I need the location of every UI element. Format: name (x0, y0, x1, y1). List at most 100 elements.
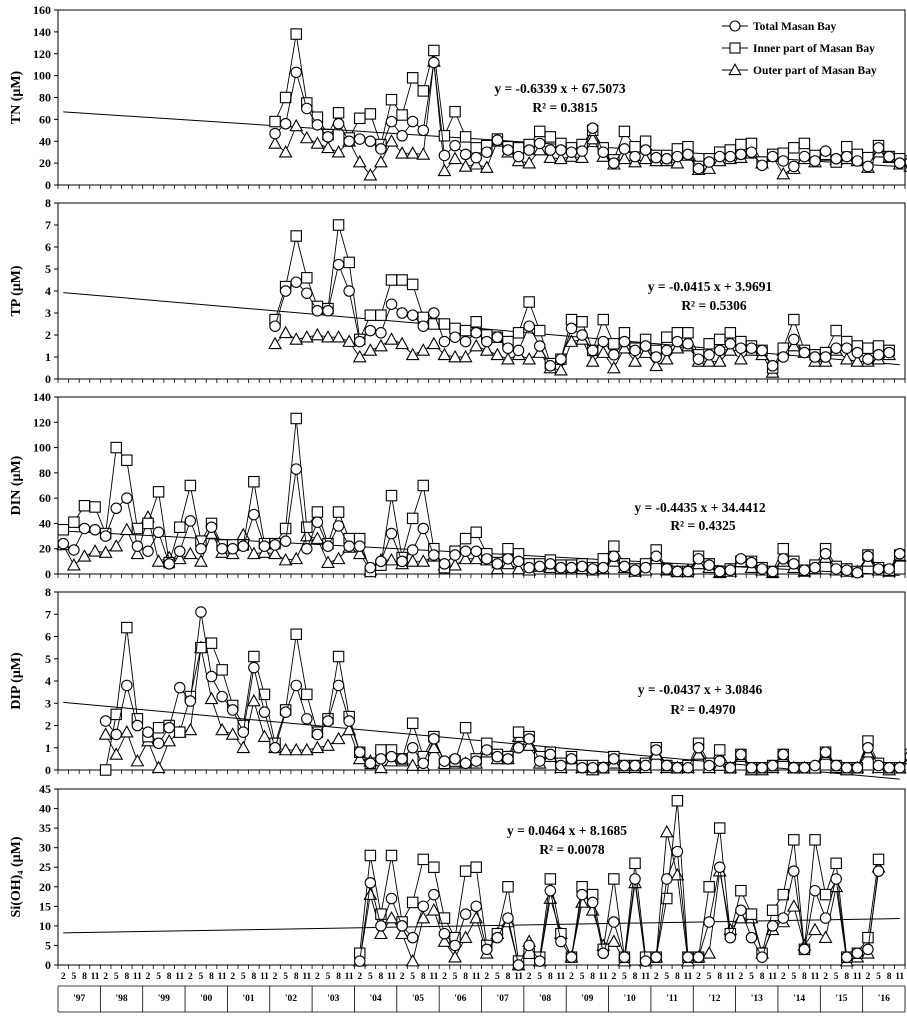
data-point (862, 342, 874, 354)
year-label: '12 (708, 994, 720, 1004)
data-point (618, 125, 631, 138)
data-point (502, 542, 514, 555)
data-point (841, 951, 853, 963)
month-label: 11 (472, 972, 481, 982)
data-point (724, 762, 737, 774)
data-point (310, 136, 325, 149)
month-label: 11 (726, 972, 735, 982)
data-point (426, 903, 441, 916)
panel-sioh4: 0 5 10 15 20 25 30 35 40 45 Si(OH)₄ (μM) y = 0.0464… (9, 782, 906, 972)
data-point (469, 551, 484, 565)
data-point (862, 160, 874, 173)
data-point (426, 740, 441, 754)
data-point (638, 345, 653, 358)
data-point (299, 130, 314, 144)
data-point (396, 109, 408, 121)
data-point (152, 526, 165, 539)
data-point (121, 679, 133, 692)
data-point (226, 704, 239, 716)
data-point (830, 563, 842, 575)
year-label: '02 (285, 994, 297, 1004)
month-label: 11 (895, 972, 904, 982)
data-point (670, 156, 685, 169)
y-tick-label: 2 (45, 328, 51, 342)
y-tick-label: 35 (39, 821, 51, 835)
data-point (819, 888, 832, 901)
data-point (502, 753, 514, 765)
data-point (724, 327, 737, 339)
data-point (364, 561, 377, 574)
data-point (841, 762, 853, 774)
data-point (290, 276, 302, 288)
y-tick-label: 120 (33, 415, 51, 429)
data-point (839, 352, 854, 365)
data-point (184, 695, 197, 707)
data-point (724, 150, 737, 163)
data-point (449, 549, 461, 561)
data-point (163, 558, 175, 570)
data-point (205, 637, 218, 649)
month-label: 2 (400, 972, 405, 982)
data-point (830, 153, 842, 165)
data-point (311, 516, 324, 528)
month-label: 2 (442, 972, 447, 982)
data-point (544, 144, 557, 156)
data-point (470, 142, 482, 154)
data-point (364, 324, 377, 337)
data-point (481, 146, 493, 158)
data-point (723, 343, 738, 356)
data-point (405, 953, 420, 967)
month-label: 2 (781, 972, 786, 982)
data-point (110, 728, 122, 741)
data-point (449, 939, 461, 952)
data-point (597, 947, 610, 960)
month-label: 2 (357, 972, 362, 982)
data-point (417, 124, 430, 137)
data-point (417, 522, 430, 535)
data-point (703, 156, 715, 168)
data-point (745, 762, 758, 774)
data-point (618, 143, 631, 155)
data-point (555, 144, 567, 156)
data-point (257, 729, 272, 742)
data-point (405, 347, 420, 361)
data-point (459, 721, 472, 734)
data-point (788, 160, 800, 173)
data-point (396, 555, 408, 568)
data-point (766, 565, 779, 578)
data-point (77, 549, 92, 562)
data-point (565, 753, 578, 765)
data-point (862, 943, 874, 956)
data-point (735, 553, 747, 565)
month-label: 8 (590, 972, 595, 982)
month-label: 11 (683, 972, 692, 982)
data-point (502, 881, 514, 893)
data-point (469, 338, 484, 352)
data-point (523, 939, 535, 952)
data-point (428, 56, 440, 69)
data-point (533, 340, 546, 352)
y-axis-label: TP (μM) (9, 265, 24, 316)
month-label: 5 (283, 972, 288, 982)
data-point (618, 560, 631, 573)
y-tick-label: 1 (45, 350, 51, 364)
data-point (819, 912, 832, 924)
data-point (322, 540, 334, 552)
data-point (301, 713, 313, 725)
data-point (248, 661, 260, 674)
data-point (702, 161, 717, 174)
data-point (269, 320, 281, 332)
data-point (374, 154, 388, 168)
y-axis-label: TN (μM) (9, 70, 24, 124)
data-point (278, 742, 293, 756)
data-point (544, 873, 557, 885)
data-point (375, 143, 387, 155)
legend-entry: Total Masan Bay (722, 20, 837, 33)
data-point (818, 930, 833, 943)
y-tick-label: 40 (39, 802, 51, 816)
data-point (342, 334, 357, 347)
data-point (343, 256, 355, 269)
data-point (628, 354, 642, 367)
data-point (57, 523, 70, 536)
